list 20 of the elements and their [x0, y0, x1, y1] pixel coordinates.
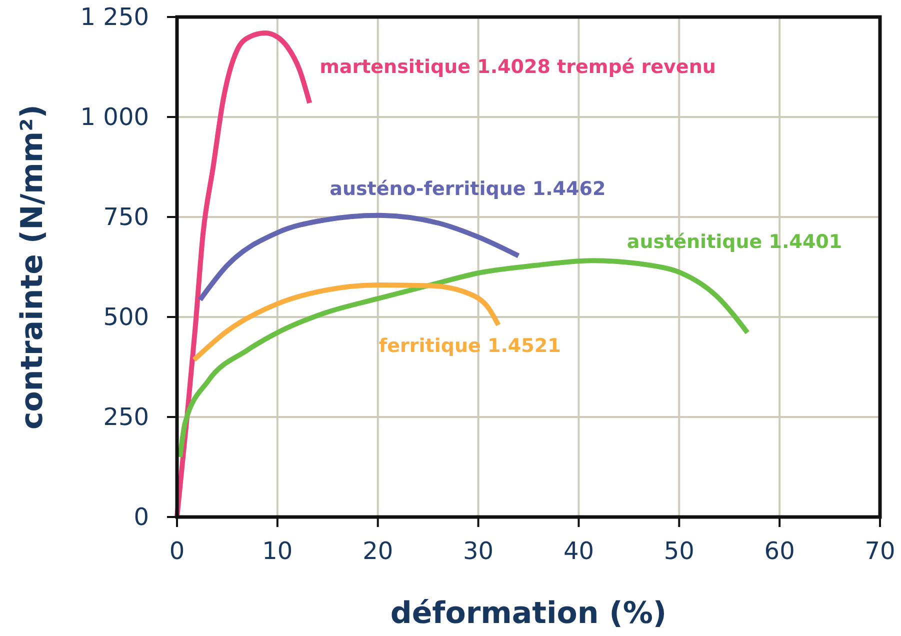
- y-axis-title: contrainte (N/mm²): [15, 104, 50, 430]
- x-tick-label: 70: [864, 537, 896, 565]
- x-tick-label: 40: [563, 537, 594, 565]
- x-tick-label: 20: [362, 537, 394, 565]
- series-label: austénitique 1.4401: [626, 231, 842, 254]
- series-label: austéno-ferritique 1.4462: [330, 178, 606, 200]
- x-tick-label: 0: [169, 537, 185, 565]
- x-axis-title: déformation (%): [390, 596, 667, 631]
- x-tick-label: 60: [764, 537, 795, 565]
- y-tick-label: 500: [103, 303, 149, 331]
- y-tick-label: 1 000: [80, 103, 149, 131]
- y-tick-label: 0: [134, 503, 149, 531]
- x-tick-label: 50: [664, 537, 694, 565]
- y-tick-label: 250: [103, 403, 149, 431]
- x-tick-label: 30: [463, 537, 494, 565]
- x-tick-label: 10: [262, 537, 293, 565]
- y-tick-label: 750: [103, 203, 149, 231]
- series-label: ferritique 1.4521: [378, 335, 561, 358]
- y-tick-label: 1 250: [80, 3, 149, 31]
- series-label: martensitique 1.4028 trempé revenu: [320, 56, 716, 78]
